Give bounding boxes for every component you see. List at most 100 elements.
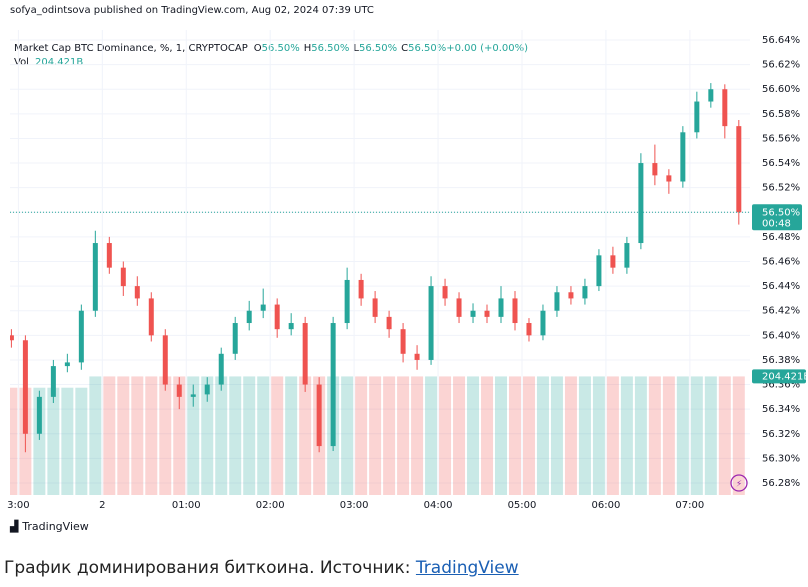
y-tick-label: 56.56% bbox=[762, 133, 800, 144]
y-tick-label: 56.28% bbox=[762, 478, 800, 489]
candle-body bbox=[596, 255, 602, 287]
candle-body bbox=[190, 394, 196, 397]
legend: Market Cap BTC Dominance, %, 1, CRYPTOCA… bbox=[14, 43, 528, 54]
volume-bar bbox=[522, 376, 535, 495]
y-tick-label: 56.48% bbox=[762, 232, 800, 243]
last-price-box bbox=[752, 204, 802, 231]
alert-icon[interactable] bbox=[730, 474, 748, 492]
y-tick-label: 56.38% bbox=[762, 355, 800, 366]
volume-bar bbox=[620, 376, 633, 495]
candle-body bbox=[176, 384, 182, 397]
candle-body bbox=[666, 175, 672, 182]
x-tick-label: 05:00 bbox=[508, 500, 537, 511]
candle-body bbox=[10, 335, 14, 341]
volume-bar bbox=[397, 376, 410, 495]
candle-body bbox=[484, 310, 490, 317]
author-line: sofya_odintsova published on TradingView… bbox=[10, 5, 374, 16]
logo: ▟ TradingView bbox=[9, 519, 89, 533]
candle-body bbox=[260, 304, 266, 311]
volume-bar bbox=[89, 376, 102, 495]
logo-text: TradingView bbox=[21, 520, 88, 533]
volume-bar bbox=[453, 376, 466, 495]
candle-body bbox=[162, 335, 168, 385]
candle-body bbox=[358, 279, 364, 299]
volume-bar bbox=[634, 376, 647, 495]
volume-bar bbox=[411, 376, 424, 495]
caption-text: График доминирования биткоина. Источник: bbox=[4, 558, 416, 578]
candle-body bbox=[372, 298, 378, 317]
ohlc-value: 56.50% bbox=[311, 43, 349, 54]
volume-bar bbox=[187, 376, 200, 495]
candle-body bbox=[36, 396, 42, 434]
last-price-label: 56.50% bbox=[762, 207, 800, 218]
volume-box bbox=[752, 369, 806, 384]
volume-bar bbox=[550, 376, 563, 495]
x-tick-label: 03:00 bbox=[340, 500, 369, 511]
volume-bar bbox=[229, 376, 242, 495]
ohlc-key: C bbox=[401, 43, 408, 54]
ohlc-value: 56.50% bbox=[359, 43, 397, 54]
x-tick-label: 01:00 bbox=[172, 500, 201, 511]
candles bbox=[10, 83, 742, 453]
candle-body bbox=[400, 329, 406, 354]
ohlc-value: +0.00 (+0.00%) bbox=[446, 43, 528, 54]
candle-body bbox=[50, 366, 56, 397]
candle-body bbox=[148, 298, 154, 336]
ohlc-value: 56.50% bbox=[262, 43, 300, 54]
candle-body bbox=[386, 316, 392, 330]
x-tick-label: 2 bbox=[99, 500, 105, 511]
volume-bar bbox=[676, 376, 689, 495]
y-tick-label: 56.52% bbox=[762, 183, 800, 194]
volume-bar bbox=[662, 376, 675, 495]
volume-bars bbox=[10, 376, 745, 495]
x-tick-label: 3:00 bbox=[7, 500, 29, 511]
candle-body bbox=[736, 126, 742, 213]
candle-body bbox=[106, 243, 112, 268]
volume-bar bbox=[578, 376, 591, 495]
source-link[interactable]: TradingView bbox=[415, 558, 519, 578]
y-tick-label: 56.64% bbox=[762, 35, 800, 46]
y-tick-label: 56.54% bbox=[762, 158, 800, 169]
volume-bar bbox=[718, 376, 731, 495]
volume-bar bbox=[243, 376, 256, 495]
candle-body bbox=[498, 298, 504, 317]
x-tick-label: 02:00 bbox=[256, 500, 285, 511]
volume-bar bbox=[299, 376, 312, 495]
y-tick-label: 56.60% bbox=[762, 84, 800, 95]
volume-bar bbox=[495, 376, 507, 495]
caption: График доминирования биткоина. Источник:… bbox=[4, 558, 519, 578]
volume-bar bbox=[508, 376, 521, 495]
y-tick-label: 56.46% bbox=[762, 257, 800, 268]
candle-body bbox=[344, 279, 350, 324]
series-title: Market Cap BTC Dominance, %, 1, CRYPTOCA… bbox=[14, 43, 248, 54]
volume-bar bbox=[201, 376, 214, 495]
candle-body bbox=[64, 362, 70, 367]
volume-bar bbox=[47, 387, 60, 495]
ohlc-key: O bbox=[254, 43, 262, 54]
volume-bar bbox=[131, 376, 144, 495]
y-tick-label: 56.32% bbox=[762, 429, 800, 440]
ohlc-key: H bbox=[304, 43, 312, 54]
vol-text: 204.421B bbox=[35, 57, 83, 68]
y-tick-label: 56.36% bbox=[762, 380, 800, 391]
volume-bar bbox=[61, 387, 74, 495]
candle-body bbox=[22, 340, 28, 434]
volume-bar bbox=[732, 376, 745, 495]
volume-bar bbox=[439, 376, 452, 495]
volume-bar bbox=[341, 376, 354, 495]
volume-bar bbox=[215, 376, 228, 495]
volume-bar bbox=[467, 376, 480, 495]
candle-body bbox=[568, 292, 574, 299]
volume-bar bbox=[481, 376, 494, 495]
y-tick-label: 56.62% bbox=[762, 60, 800, 71]
volume-bar bbox=[117, 376, 130, 495]
candle-body bbox=[232, 323, 238, 354]
candle-body bbox=[610, 255, 616, 268]
candle-body bbox=[554, 292, 560, 311]
y-tick-label: 56.40% bbox=[762, 330, 800, 341]
candle-body bbox=[92, 243, 98, 311]
candle-body bbox=[120, 267, 126, 287]
candle-body bbox=[246, 310, 252, 324]
volume-bar bbox=[648, 376, 661, 495]
